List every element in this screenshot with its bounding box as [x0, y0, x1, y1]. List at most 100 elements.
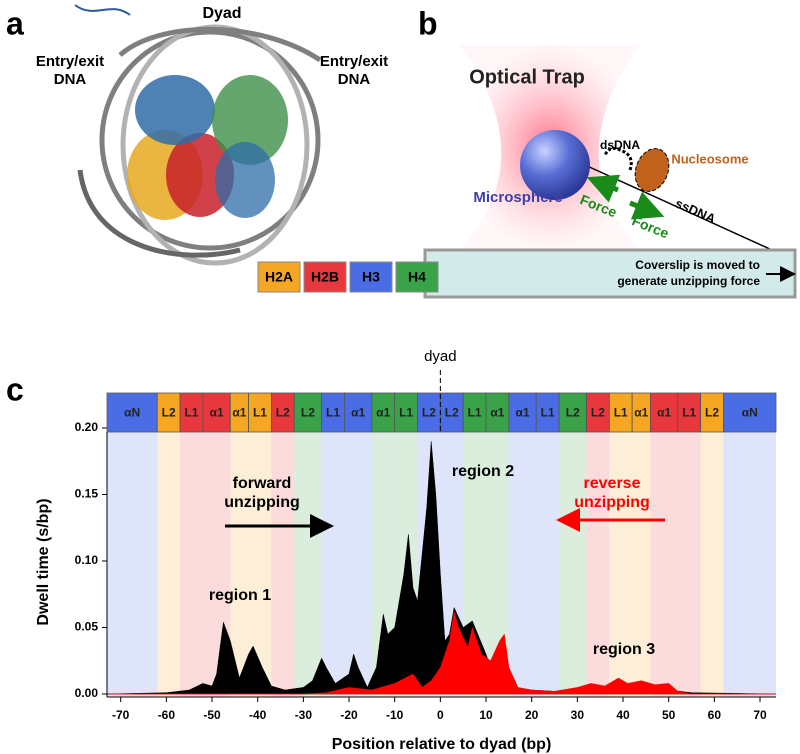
x-tick-label: -50 [203, 708, 221, 722]
dsdna-label: dsDNA [600, 138, 640, 152]
domain-label: L2 [422, 406, 436, 420]
domain-label: L1 [682, 406, 696, 420]
domain-label: L1 [326, 406, 340, 420]
domain-band [107, 432, 158, 697]
domain-band [650, 432, 678, 697]
domain-band [508, 432, 537, 697]
domain-band [230, 432, 249, 697]
dyad-label: dyad [424, 348, 457, 365]
domain-box [558, 392, 587, 433]
x-tick-label: -70 [112, 708, 130, 722]
domain-band [294, 432, 322, 697]
domain-box [106, 392, 158, 433]
domain-band [700, 432, 724, 697]
domain-label: α1 [210, 406, 224, 420]
x-tick-label: 70 [753, 708, 767, 722]
domain-label: αN [742, 406, 758, 420]
legend-swatch [257, 261, 301, 293]
legend-swatch [395, 261, 439, 293]
x-tick-label: -60 [158, 708, 176, 722]
x-tick-label: 30 [571, 708, 585, 722]
domain-band [271, 432, 295, 697]
domain-label: L1 [468, 406, 482, 420]
x-tick-label: -30 [295, 708, 313, 722]
legend-label: H2A [265, 269, 293, 285]
domain-box [293, 392, 323, 433]
domain-band [677, 432, 701, 697]
legend-label: H3 [362, 269, 380, 285]
panel-label: b [418, 5, 438, 41]
domain-band [536, 432, 560, 697]
coverslip-label: generate unzipping force [617, 274, 760, 288]
y-tick-label: 0.00 [75, 686, 99, 700]
domain-band [371, 432, 395, 697]
legend-swatch [349, 261, 393, 293]
entry-label: DNA [338, 71, 371, 88]
legend-label: H4 [408, 269, 426, 285]
x-tick-label: 40 [616, 708, 630, 722]
domain-band [586, 432, 610, 697]
domain-label: α1 [376, 406, 390, 420]
y-axis-title: Dwell time (s/bp) [35, 498, 52, 625]
x-tick-label: 50 [662, 708, 676, 722]
domain-label: L1 [253, 406, 267, 420]
histone-core [127, 75, 288, 220]
domain-band [559, 432, 587, 697]
annotation: forward [233, 475, 292, 492]
domain-label: L2 [445, 406, 459, 420]
area [107, 611, 776, 695]
nucleosome-label: Nucleosome [671, 151, 748, 166]
y-tick-label: 0.15 [75, 487, 99, 501]
domain-label: α1 [657, 406, 671, 420]
dyad-label: Dyad [202, 5, 241, 22]
domain-label: L1 [399, 406, 413, 420]
domain-box [344, 392, 373, 433]
x-tick-label: 10 [479, 708, 493, 722]
annotation: reverse [584, 475, 641, 492]
annotation: region 3 [593, 641, 655, 658]
dna-superhelix [77, 24, 322, 266]
domain-label: L2 [705, 406, 719, 420]
domain-band [321, 432, 345, 697]
domain-label: L2 [162, 406, 176, 420]
domain-label: α1 [351, 406, 365, 420]
y-tick-label: 0.10 [75, 553, 99, 567]
domain-box [202, 392, 231, 433]
trap-label: Optical Trap [469, 66, 585, 88]
y-tick-label: 0.20 [75, 420, 99, 434]
x-tick-label: -40 [249, 708, 267, 722]
dsdna [603, 146, 633, 171]
domain-label: L1 [184, 406, 198, 420]
ssdna-label: ssDNA [673, 196, 719, 227]
domain-label: L2 [301, 406, 315, 420]
domain-band [344, 432, 372, 697]
domain-box [508, 392, 537, 433]
domain-box [650, 392, 679, 433]
force-label: Force [630, 212, 672, 241]
panel-label: c [6, 371, 24, 407]
domain-label: L1 [614, 406, 628, 420]
domain-label: αN [124, 406, 140, 420]
domain-band [180, 432, 203, 697]
nucleosome [634, 148, 670, 192]
domain-box [723, 392, 777, 433]
entry-label: Entry/exit [320, 53, 388, 70]
microsphere [520, 130, 590, 200]
x-tick-label: -10 [386, 708, 404, 722]
microsphere-label: Microsphere [473, 189, 562, 206]
domain-label: α1 [232, 406, 246, 420]
x-axis-title: Position relative to dyad (bp) [332, 736, 552, 753]
force-arrow [629, 191, 665, 220]
domain-band [609, 432, 633, 697]
x-tick-label: 0 [437, 708, 444, 722]
annotation: unzipping [224, 494, 300, 511]
annotation: region 1 [209, 587, 271, 604]
domain-label: L1 [541, 406, 555, 420]
legend-swatch [303, 261, 347, 293]
coverslip-label: Coverslip is moved to [635, 258, 760, 272]
domain-label: α1 [634, 406, 648, 420]
x-tick-label: 60 [708, 708, 722, 722]
entry-label: Entry/exit [36, 53, 104, 70]
panel-label: a [6, 5, 24, 41]
